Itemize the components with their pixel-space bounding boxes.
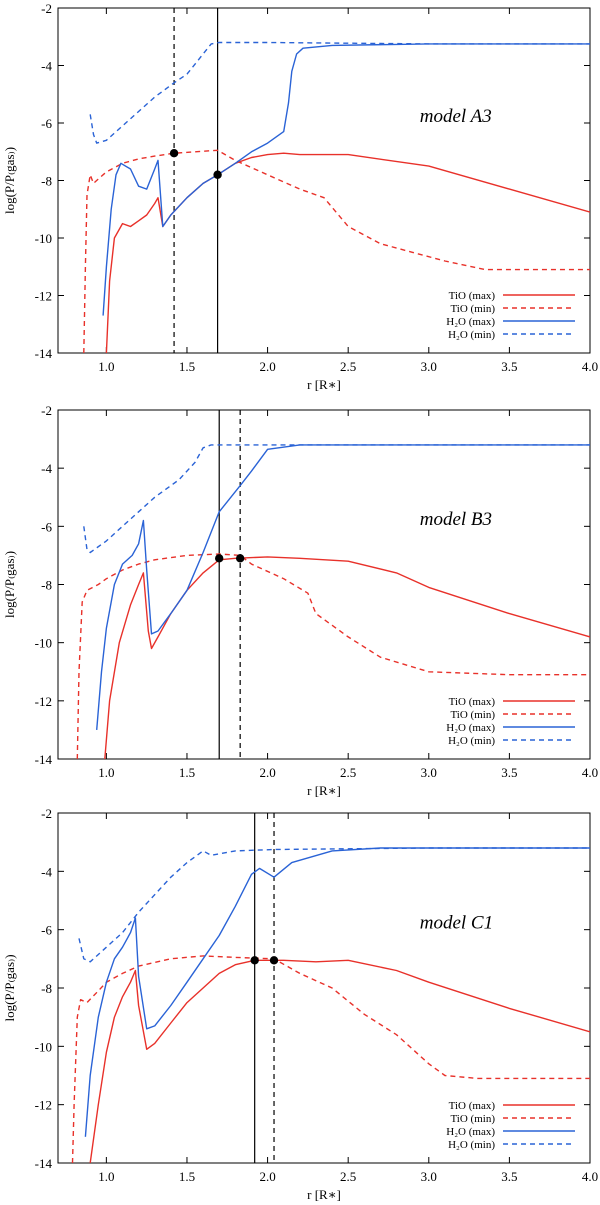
legend-label: H₂O (max) bbox=[446, 1126, 495, 1138]
y-tick-label: -8 bbox=[41, 981, 52, 996]
x-tick-label: 1.0 bbox=[98, 765, 114, 780]
chart-panel-1: -2 -4 -6 -8 -10 -12 -14 1.0 1.5 2.0 2.5 3.0 3.5 4.0 r … bbox=[2, 1, 598, 392]
legend-label: H₂O (min) bbox=[448, 329, 495, 341]
y-tick-label: -14 bbox=[35, 1156, 53, 1171]
y-tick-label: -6 bbox=[41, 519, 52, 534]
legend-label: H₂O (min) bbox=[448, 735, 495, 747]
y-tick-label: -4 bbox=[41, 461, 52, 476]
y-tick-label: -14 bbox=[35, 346, 53, 361]
y-tick-label: -4 bbox=[41, 59, 52, 74]
plot-frame bbox=[57, 7, 591, 354]
y-tick-label: -12 bbox=[35, 1098, 52, 1113]
data-marker bbox=[213, 170, 222, 179]
data-marker bbox=[169, 148, 179, 158]
y-axis-label: log(P/P₍gas₎) bbox=[2, 954, 17, 1021]
legend-label: TiO (max) bbox=[449, 290, 496, 302]
legend: TiO (max)TiO (min)H₂O (max)H₂O (min) bbox=[446, 290, 575, 341]
x-tick-label: 3.0 bbox=[421, 1169, 437, 1184]
x-axis-label: r [R∗] bbox=[307, 1187, 341, 1202]
y-tick-label: -10 bbox=[35, 636, 52, 651]
model-annotation: model A3 bbox=[420, 106, 492, 127]
x-tick-label: 3.0 bbox=[421, 765, 437, 780]
data-marker bbox=[250, 956, 259, 965]
y-tick-label: -10 bbox=[35, 1039, 52, 1054]
series-line-4 bbox=[78, 847, 590, 963]
y-tick-label: -8 bbox=[41, 174, 52, 189]
legend-label: H₂O (max) bbox=[446, 316, 495, 328]
y-tick-label: -14 bbox=[35, 752, 53, 767]
x-tick-label: 2.5 bbox=[340, 1169, 356, 1184]
legend-label: TiO (max) bbox=[449, 696, 496, 708]
series-line-3 bbox=[84, 847, 590, 1137]
data-marker bbox=[269, 956, 279, 965]
x-tick-label: 2.5 bbox=[340, 765, 356, 780]
y-tick-label: -12 bbox=[35, 289, 52, 304]
x-tick-label: 3.0 bbox=[421, 359, 437, 374]
series-line-2 bbox=[76, 553, 590, 759]
series-line-4 bbox=[83, 444, 590, 554]
series-line-1 bbox=[89, 959, 590, 1163]
x-axis-label: r [R∗] bbox=[307, 377, 341, 392]
y-tick-label: -8 bbox=[41, 578, 52, 593]
legend-label: TiO (min) bbox=[450, 709, 495, 721]
x-tick-label: 3.5 bbox=[501, 359, 517, 374]
x-axis-label: r [R∗] bbox=[307, 783, 341, 798]
y-tick-label: -2 bbox=[41, 403, 52, 418]
data-marker bbox=[235, 554, 245, 563]
x-tick-label: 1.5 bbox=[179, 1169, 195, 1184]
y-tick-label: -6 bbox=[41, 116, 52, 131]
series-line-2 bbox=[83, 149, 590, 353]
data-marker bbox=[215, 554, 224, 563]
legend-label: TiO (min) bbox=[450, 303, 495, 315]
x-tick-label: 1.5 bbox=[179, 359, 195, 374]
chart-panel-2: -2 -4 -6 -8 -10 -12 -14 1.0 1.5 2.0 2.5 3.0 3.5 4.0 r … bbox=[2, 403, 598, 798]
legend-label: H₂O (max) bbox=[446, 722, 495, 734]
model-annotation: model C1 bbox=[420, 913, 493, 934]
x-tick-label: 4.0 bbox=[582, 765, 598, 780]
y-tick-label: -2 bbox=[41, 806, 52, 821]
y-tick-label: -12 bbox=[35, 694, 52, 709]
series-line-4 bbox=[89, 41, 590, 144]
y-axis-label: log(P/P₍gas₎) bbox=[2, 147, 17, 214]
legend-label: H₂O (min) bbox=[448, 1139, 495, 1151]
y-axis-label: log(P/P₍gas₎) bbox=[2, 551, 17, 618]
series-line-1 bbox=[104, 556, 590, 759]
model-annotation: model B3 bbox=[420, 509, 492, 530]
x-tick-label: 3.5 bbox=[501, 1169, 517, 1184]
plot-frame bbox=[57, 409, 591, 760]
x-tick-label: 1.0 bbox=[98, 1169, 114, 1184]
series-line-1 bbox=[105, 152, 590, 353]
x-tick-label: 1.5 bbox=[179, 765, 195, 780]
x-tick-label: 4.0 bbox=[582, 1169, 598, 1184]
legend: TiO (max)TiO (min)H₂O (max)H₂O (min) bbox=[446, 696, 575, 747]
x-tick-label: 3.5 bbox=[501, 765, 517, 780]
series-line-2 bbox=[71, 955, 590, 1163]
chart-panel-3: -2 -4 -6 -8 -10 -12 -14 1.0 1.5 2.0 2.5 3.0 3.5 4.0 r … bbox=[2, 806, 598, 1202]
x-tick-label: 2.5 bbox=[340, 359, 356, 374]
legend: TiO (max)TiO (min)H₂O (max)H₂O (min) bbox=[446, 1100, 575, 1151]
x-tick-label: 2.0 bbox=[259, 1169, 275, 1184]
series-line-3 bbox=[102, 43, 590, 316]
series-line-3 bbox=[96, 444, 590, 730]
y-tick-label: -10 bbox=[35, 231, 52, 246]
legend-label: TiO (max) bbox=[449, 1100, 496, 1112]
plot-frame bbox=[57, 812, 591, 1164]
y-tick-label: -4 bbox=[41, 864, 52, 879]
legend-label: TiO (min) bbox=[450, 1113, 495, 1125]
x-tick-label: 1.0 bbox=[98, 359, 114, 374]
x-tick-label: 2.0 bbox=[259, 765, 275, 780]
x-tick-label: 4.0 bbox=[582, 359, 598, 374]
x-tick-label: 2.0 bbox=[259, 359, 275, 374]
y-tick-label: -6 bbox=[41, 923, 52, 938]
y-tick-label: -2 bbox=[41, 1, 52, 16]
